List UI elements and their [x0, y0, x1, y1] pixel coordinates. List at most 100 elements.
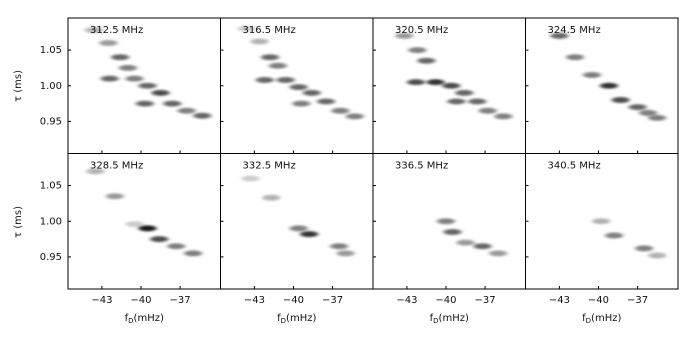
- intensity-blob: [582, 72, 601, 79]
- intensity-blob: [261, 54, 280, 61]
- intensity-blob: [447, 98, 466, 105]
- intensity-blob: [125, 75, 144, 82]
- intensity-blob: [100, 75, 119, 82]
- y-tick-label: 0.95: [40, 252, 62, 263]
- intensity-blob: [331, 107, 350, 114]
- panel-title: 336.5 MHz: [395, 161, 448, 172]
- intensity-blob: [639, 109, 658, 116]
- intensity-blob: [336, 250, 355, 257]
- panel-title: 340.5 MHz: [548, 161, 601, 172]
- panel-image: [241, 175, 355, 257]
- y-tick-label: 1.05: [40, 45, 62, 56]
- x-label-main: f: [125, 313, 129, 324]
- intensity-blob: [417, 57, 436, 64]
- x-label-rest: (mHz): [286, 313, 316, 324]
- x-label-sub: D: [281, 317, 286, 325]
- intensity-blob: [99, 39, 118, 46]
- x-label-sub: D: [433, 317, 438, 325]
- x-tick-label: −37: [475, 295, 496, 306]
- intensity-blob: [138, 225, 157, 232]
- intensity-blob: [317, 98, 336, 105]
- x-label-main: f: [582, 313, 586, 324]
- panel-image: [395, 32, 513, 120]
- x-tick-label: −40: [283, 295, 304, 306]
- intensity-blob: [443, 228, 462, 235]
- intensity-blob: [193, 112, 212, 119]
- x-label-main: f: [430, 313, 434, 324]
- x-tick-label: −37: [322, 295, 343, 306]
- intensity-blob: [592, 218, 611, 225]
- intensity-blob: [111, 54, 130, 61]
- y-tick-label: 1.00: [40, 81, 62, 92]
- intensity-blob: [292, 100, 311, 107]
- intensity-blob: [300, 231, 319, 238]
- x-label-main: f: [277, 313, 281, 324]
- panel-title: 332.5 MHz: [243, 161, 296, 172]
- intensity-blob: [408, 47, 427, 54]
- x-label: fD(mHz): [277, 313, 316, 325]
- x-tick-label: −43: [244, 295, 265, 306]
- panel-title: 320.5 MHz: [395, 25, 448, 36]
- x-tick-label: −37: [627, 295, 648, 306]
- intensity-blob: [468, 98, 487, 105]
- intensity-blob: [250, 38, 269, 45]
- x-tick-label: −43: [396, 295, 417, 306]
- intensity-blob: [345, 113, 364, 120]
- x-label: fD(mHz): [125, 313, 164, 325]
- y-tick-label: 1.05: [40, 181, 62, 192]
- intensity-blob: [648, 114, 667, 121]
- intensity-blob: [478, 107, 497, 114]
- intensity-blob: [456, 239, 475, 246]
- intensity-blob: [86, 168, 105, 175]
- intensity-blob: [163, 100, 182, 107]
- intensity-blob: [407, 79, 426, 86]
- panel-frame: [220, 153, 374, 290]
- x-label-sub: D: [128, 317, 133, 325]
- intensity-blob: [125, 221, 144, 228]
- intensity-blob: [566, 54, 585, 61]
- intensity-blob: [85, 27, 104, 34]
- intensity-blob: [599, 82, 618, 89]
- x-label-rest: (mHz): [439, 313, 469, 324]
- intensity-blob: [436, 218, 455, 225]
- panel-image: [550, 32, 667, 121]
- panel-title: 316.5 MHz: [243, 25, 296, 36]
- y-tick-label: 0.95: [40, 116, 62, 127]
- intensity-blob: [262, 194, 281, 201]
- panel-image: [237, 25, 364, 120]
- panel-title: 312.5 MHz: [90, 25, 143, 36]
- intensity-blob: [177, 107, 196, 114]
- x-label-rest: (mHz): [591, 313, 621, 324]
- intensity-blob: [105, 193, 124, 200]
- x-label-rest: (mHz): [134, 313, 164, 324]
- x-tick-label: −40: [588, 295, 609, 306]
- intensity-blob: [494, 113, 513, 120]
- intensity-blob: [237, 25, 256, 32]
- y-label: τ (ms): [13, 206, 24, 238]
- y-tick-label: 1.00: [40, 216, 62, 227]
- panel-image: [86, 168, 203, 257]
- panel-title: 328.5 MHz: [90, 161, 143, 172]
- x-label-sub: D: [586, 317, 591, 325]
- intensity-blob: [289, 84, 308, 91]
- panel-title: 324.5 MHz: [548, 25, 601, 36]
- intensity-blob: [255, 77, 274, 84]
- intensity-blob: [289, 225, 308, 232]
- intensity-blob: [628, 104, 647, 111]
- intensity-blob: [167, 243, 186, 250]
- intensity-blob: [118, 64, 137, 71]
- y-label: τ (ms): [13, 70, 24, 102]
- intensity-blob: [455, 89, 474, 96]
- intensity-blob: [184, 250, 203, 257]
- intensity-blob: [473, 243, 492, 250]
- x-tick-label: −43: [91, 295, 112, 306]
- intensity-blob: [442, 82, 461, 89]
- intensity-blob: [276, 77, 295, 84]
- panel-image: [85, 27, 212, 119]
- intensity-blob: [611, 97, 630, 104]
- intensity-blob: [550, 32, 569, 39]
- intensity-blob: [635, 245, 654, 252]
- panel-image: [436, 218, 508, 257]
- intensity-blob: [489, 250, 508, 257]
